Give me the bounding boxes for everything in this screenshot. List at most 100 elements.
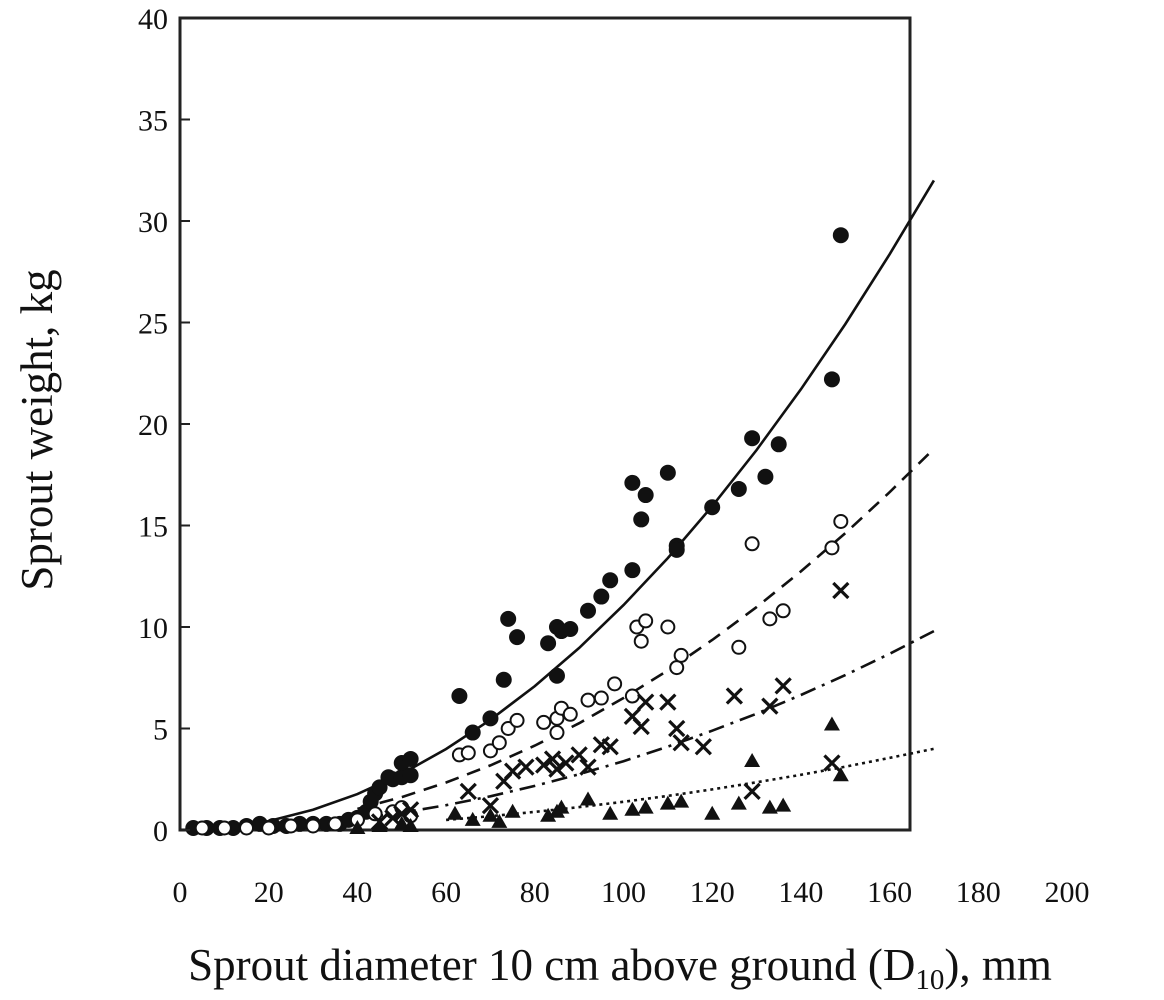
x-axis-title-main: Sprout diameter 10 cm above ground (D [188, 940, 915, 990]
data-point-series-2 [509, 712, 525, 728]
data-point-series-2 [536, 714, 552, 730]
data-point-series-3 [632, 717, 650, 736]
data-point-series-1 [451, 688, 468, 705]
data-point-series-1 [624, 474, 641, 491]
data-point-series-3 [481, 797, 500, 815]
data-point-series-4 [775, 797, 792, 812]
data-point-series-4 [540, 807, 557, 822]
data-point-series-3 [503, 762, 522, 780]
data-point-series-1 [823, 371, 840, 388]
x-tick-label: 60 [431, 876, 461, 909]
data-point-series-2 [261, 820, 277, 836]
data-point-series-1 [593, 588, 610, 605]
data-point-series-2 [491, 735, 507, 751]
data-point-series-1 [402, 767, 419, 784]
data-point-series-3 [401, 801, 420, 819]
y-axis-ticks: 0 5 10 15 20 25 30 35 40 [138, 3, 190, 848]
y-tick-label: 20 [138, 409, 168, 442]
data-point-series-4 [393, 815, 410, 830]
data-point-series-1 [668, 541, 685, 558]
data-point-series-2 [562, 706, 578, 722]
data-point-series-4 [761, 799, 778, 814]
data-point-series-3 [601, 738, 619, 756]
fit-line-series-2 [357, 447, 935, 811]
x-axis-title-tail: ), mm [944, 940, 1052, 990]
data-point-series-2 [633, 633, 649, 649]
y-tick-label: 35 [138, 105, 168, 138]
data-point-series-4 [744, 752, 761, 767]
data-point-series-2 [731, 639, 747, 655]
y-axis-title: Sprout weight, kg [12, 269, 62, 590]
data-point-series-1 [402, 750, 419, 767]
data-point-series-2 [638, 613, 654, 629]
data-point-series-1 [495, 671, 512, 688]
data-point-series-2 [460, 745, 476, 761]
x-tick-label: 160 [867, 876, 912, 909]
data-point-series-1 [602, 572, 619, 589]
data-point-series-2 [833, 513, 849, 529]
data-point-series-3 [579, 758, 597, 776]
data-point-series-2 [775, 603, 791, 619]
data-point-series-1 [744, 430, 761, 447]
y-tick-label: 10 [138, 612, 168, 645]
data-point-series-1 [548, 667, 565, 684]
fit-line-series-3 [357, 629, 935, 821]
x-tick-label: 120 [690, 876, 735, 909]
x-axis-title-subscript: 10 [915, 964, 944, 996]
data-point-series-1 [482, 710, 499, 727]
data-point-series-3 [761, 697, 779, 715]
data-point-series-4 [730, 795, 747, 810]
data-point-series-1 [464, 724, 481, 741]
y-tick-label: 15 [138, 511, 168, 544]
data-point-series-3 [535, 756, 553, 774]
data-point-series-4 [491, 813, 508, 828]
data-point-series-2 [239, 820, 255, 836]
data-point-series-1 [624, 562, 641, 579]
data-point-series-2 [549, 725, 565, 741]
x-tick-label: 0 [173, 876, 188, 909]
data-point-series-3 [517, 758, 535, 776]
data-point-series-1 [832, 227, 849, 244]
data-point-series-4 [580, 791, 597, 806]
data-point-series-3 [543, 750, 562, 768]
data-point-series-4 [823, 716, 840, 731]
data-point-series-1 [757, 468, 774, 485]
data-point-series-2 [580, 692, 596, 708]
data-point-series-2 [669, 660, 685, 676]
data-point-series-4 [446, 805, 463, 820]
data-point-series-1 [704, 499, 721, 516]
data-point-series-3 [668, 719, 686, 738]
data-point-series-4 [553, 799, 570, 814]
data-point-series-2 [624, 688, 640, 704]
data-point-series-3 [659, 693, 677, 711]
data-point-series-3 [570, 746, 588, 764]
data-point-series-4 [704, 805, 721, 820]
data-point-series-1 [540, 635, 557, 652]
y-tick-label: 25 [138, 308, 168, 341]
data-point-series-1 [562, 621, 579, 638]
x-tick-label: 100 [601, 876, 646, 909]
fit-line-series-4 [445, 747, 935, 822]
y-tick-label: 0 [153, 815, 168, 848]
data-point-series-3 [694, 738, 712, 756]
data-point-series-2 [824, 540, 840, 556]
data-point-series-4 [464, 811, 481, 826]
x-tick-label: 180 [956, 876, 1001, 909]
data-point-series-3 [637, 693, 655, 711]
data-point-series-4 [832, 767, 849, 782]
plot-area-frame [178, 16, 912, 832]
data-point-series-4 [371, 817, 388, 832]
fit-lines [179, 179, 936, 832]
x-tick-label: 40 [342, 876, 372, 909]
data-point-series-3 [548, 760, 566, 778]
x-axis-ticks: 0 20 40 60 80 100 120 140 160 180 200 [173, 876, 1090, 909]
data-point-series-2 [367, 806, 383, 822]
data-point-series-1 [509, 629, 526, 646]
data-point-series-1 [770, 436, 787, 453]
data-point-series-3 [459, 782, 477, 801]
data-point-series-2 [744, 536, 760, 552]
data-point-series-2 [762, 611, 778, 627]
data-point-series-1 [580, 602, 597, 619]
